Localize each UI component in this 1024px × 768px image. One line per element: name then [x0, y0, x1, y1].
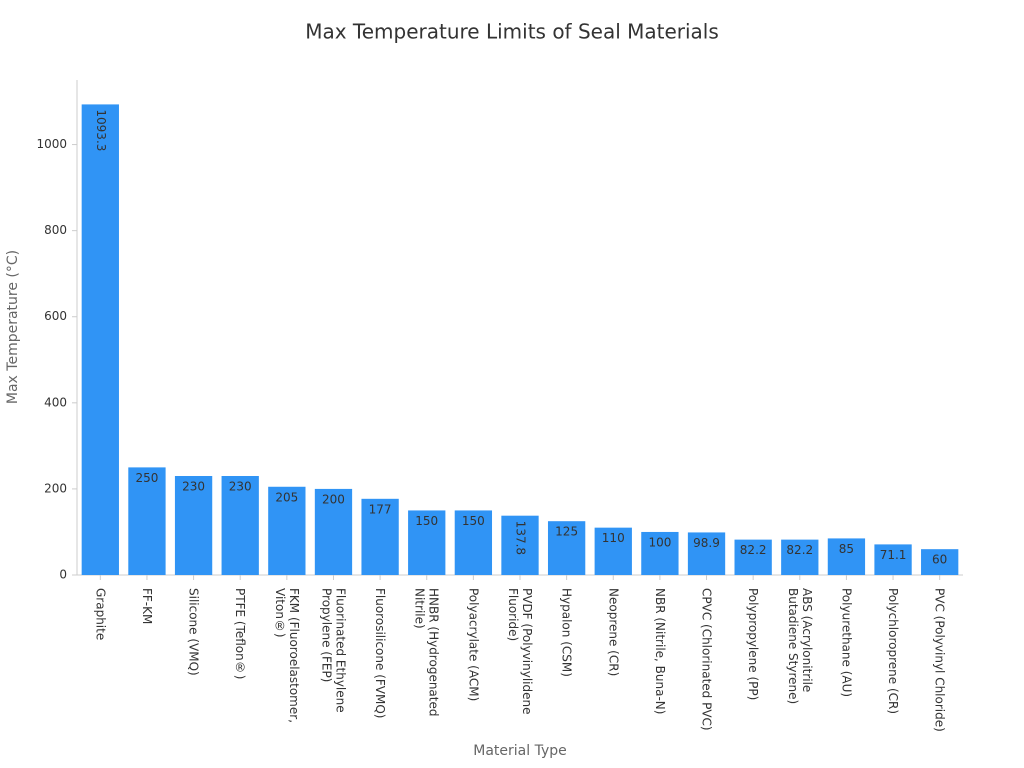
bar: [314, 488, 353, 575]
value-label: 177: [369, 502, 392, 516]
x-tick-label: Silicone (VMQ): [186, 588, 201, 676]
bar: [874, 544, 912, 575]
x-tick-label: FF-KM: [139, 588, 154, 625]
bar: [128, 467, 166, 575]
value-label: 98.9: [693, 536, 720, 550]
value-label: 230: [182, 480, 205, 494]
bar: [221, 476, 259, 575]
y-tick-label: 200: [44, 481, 67, 495]
x-tick-label: Fluorosilicone (FVMQ): [373, 588, 388, 719]
value-label: 125: [555, 525, 578, 539]
bar: [501, 515, 539, 575]
x-tick-label: Hypalon (CSM): [559, 588, 574, 677]
value-label: 82.2: [786, 543, 813, 557]
bar: [408, 510, 446, 575]
bar: [921, 549, 959, 575]
x-tick-label: Polyurethane (AU): [839, 588, 854, 698]
x-tick-label: FKM (Fluoroelastomer, Viton®): [272, 588, 301, 724]
value-label: 85: [839, 542, 854, 556]
bar: [268, 486, 306, 575]
value-label: 1093.3: [94, 109, 108, 151]
chart-title: Max Temperature Limits of Seal Materials: [305, 20, 719, 44]
bar: [827, 538, 866, 575]
value-label: 100: [648, 535, 671, 549]
x-tick-label: ABS (Acrylonitrile Butadiene Styrene): [785, 588, 814, 705]
y-tick-label: 800: [44, 223, 67, 237]
x-tick-label: Polychloroprene (CR): [886, 588, 901, 715]
y-tick-label: 600: [44, 309, 67, 323]
x-tick-label: Graphite: [93, 588, 108, 641]
value-label: 82.2: [740, 543, 767, 557]
value-label: 150: [415, 514, 438, 528]
bar: [547, 521, 586, 575]
x-tick-label: Polyacrylate (ACM): [466, 588, 481, 702]
y-tick-label: 400: [44, 395, 67, 409]
x-tick-label: HNBR (Hydrogenated Nitrile): [412, 588, 441, 717]
bar: [174, 476, 213, 575]
x-tick-label: PTFE (Teflon®): [233, 588, 248, 680]
value-label: 110: [602, 531, 625, 545]
bar: [687, 532, 726, 575]
bar: [734, 539, 772, 575]
x-tick-label: PVC (Polyvinyl Chloride): [932, 588, 947, 732]
value-label: 60: [932, 553, 947, 567]
value-label: 150: [462, 514, 485, 528]
bar: [641, 531, 679, 575]
x-axis-title: Material Type: [473, 743, 566, 759]
value-label: 200: [322, 492, 345, 506]
bar: [594, 527, 632, 575]
bar: [781, 539, 819, 575]
x-tick-label: NBR (Nitrile, Buna-N): [652, 588, 667, 715]
x-tick-label: Neoprene (CR): [606, 588, 621, 677]
bar: [81, 104, 119, 576]
bar: [454, 510, 493, 575]
x-tick-label: CPVC (Chlorinated PVC): [699, 588, 714, 731]
x-tick-label: Fluorinated Ethylene Propylene (FEP): [319, 588, 348, 713]
y-tick-label: 1000: [36, 137, 67, 151]
value-label: 250: [135, 471, 158, 485]
value-label: 137.8: [514, 521, 528, 555]
x-tick-label: Polypropylene (PP): [746, 588, 761, 701]
bar: [361, 498, 399, 575]
value-label: 71.1: [880, 548, 907, 562]
y-axis-title: Max Temperature (°C): [5, 250, 21, 404]
y-tick-label: 0: [59, 568, 67, 582]
x-tick-label: PVDF (Polyvinylidene Fluoride): [506, 588, 534, 715]
value-label: 205: [275, 490, 298, 504]
value-label: 230: [229, 480, 252, 494]
